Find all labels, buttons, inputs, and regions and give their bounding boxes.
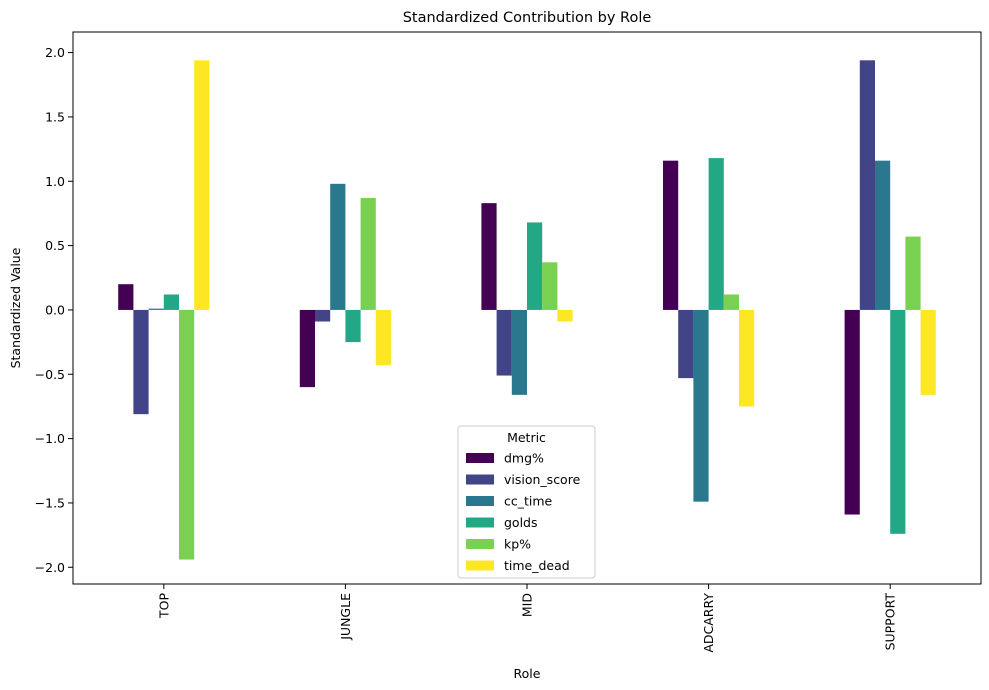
y-tick-label: −1.5 (35, 495, 65, 510)
bar-kp--support (905, 236, 921, 310)
bar-kp--mid (542, 262, 558, 310)
x-axis: TOP JUNGLE MID ADCARRY SUPPORT (156, 584, 898, 653)
legend-label: kp% (504, 537, 531, 552)
bar-vision-score-top (133, 309, 149, 415)
bar-kp--top (179, 309, 195, 560)
legend-label: dmg% (504, 451, 544, 466)
bar-kp--adcarry (723, 294, 739, 310)
y-tick-label: 0.5 (45, 238, 65, 253)
legend-label: time_dead (504, 558, 570, 573)
x-tick-label-jungle: JUNGLE (338, 593, 353, 641)
bar-dmg--adcarry (663, 160, 679, 310)
legend-label: cc_time (504, 494, 553, 509)
legend-swatch-golds (466, 517, 494, 528)
bar-dmg--top (118, 284, 134, 310)
bar-vision-score-support (859, 60, 875, 310)
chart-title: Standardized Contribution by Role (403, 10, 652, 26)
bars-group (118, 60, 936, 560)
bar-dmg--mid (481, 203, 497, 310)
bar-golds-mid (527, 222, 543, 310)
bar-vision-score-adcarry (678, 309, 694, 379)
bar-time-dead-adcarry (739, 309, 755, 407)
legend-swatch-kp- (466, 539, 494, 549)
bar-vision-score-jungle (315, 309, 331, 322)
y-tick-label: 1.0 (45, 174, 65, 189)
bar-dmg--jungle (299, 309, 315, 388)
bar-golds-top (163, 294, 179, 310)
legend-title: Metric (507, 430, 546, 445)
y-tick-label: −2.0 (35, 560, 65, 575)
y-axis-title: Standardized Value (8, 247, 23, 368)
bar-golds-jungle (345, 309, 361, 343)
bar-cc-time-top (148, 308, 164, 310)
bar-kp--jungle (360, 197, 376, 310)
x-tick-label-top: TOP (156, 593, 171, 619)
y-tick-label: 0.0 (45, 302, 65, 317)
y-axis: −2.0 −1.5 −1.0 −0.5 0.0 0.5 1.0 1.5 2.0 (35, 45, 73, 575)
bar-cc-time-mid (511, 309, 527, 395)
legend-label: golds (504, 515, 538, 530)
x-axis-title: Role (514, 666, 541, 681)
bar-dmg--support (844, 309, 860, 515)
bar-golds-support (890, 309, 906, 534)
legend-swatch-cc-time (466, 496, 494, 506)
bar-time-dead-jungle (375, 309, 391, 366)
bar-golds-adcarry (708, 158, 724, 310)
x-tick-label-mid: MID (520, 593, 535, 617)
bar-time-dead-top (194, 60, 210, 310)
y-tick-label: 1.5 (45, 109, 65, 124)
bar-cc-time-adcarry (693, 309, 709, 502)
bar-cc-time-support (875, 160, 891, 310)
legend-label: vision_score (504, 472, 581, 487)
legend-swatch-time-dead (466, 560, 494, 571)
legend-swatch-vision-score (466, 474, 494, 485)
bar-time-dead-support (920, 309, 936, 395)
y-tick-label: −0.5 (35, 367, 65, 382)
y-tick-label: −1.0 (35, 431, 65, 446)
bar-vision-score-mid (496, 309, 512, 376)
x-tick-label-support: SUPPORT (883, 593, 898, 651)
bar-cc-time-jungle (330, 183, 346, 310)
bar-time-dead-mid (557, 309, 573, 322)
y-tick-label: 2.0 (45, 45, 65, 60)
legend-swatch-dmg- (466, 453, 494, 463)
x-tick-label-adcarry: ADCARRY (701, 593, 716, 653)
